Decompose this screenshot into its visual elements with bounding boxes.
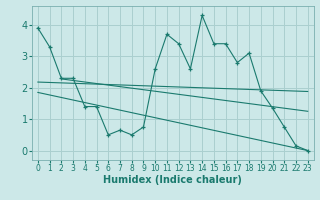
X-axis label: Humidex (Indice chaleur): Humidex (Indice chaleur)	[103, 175, 242, 185]
